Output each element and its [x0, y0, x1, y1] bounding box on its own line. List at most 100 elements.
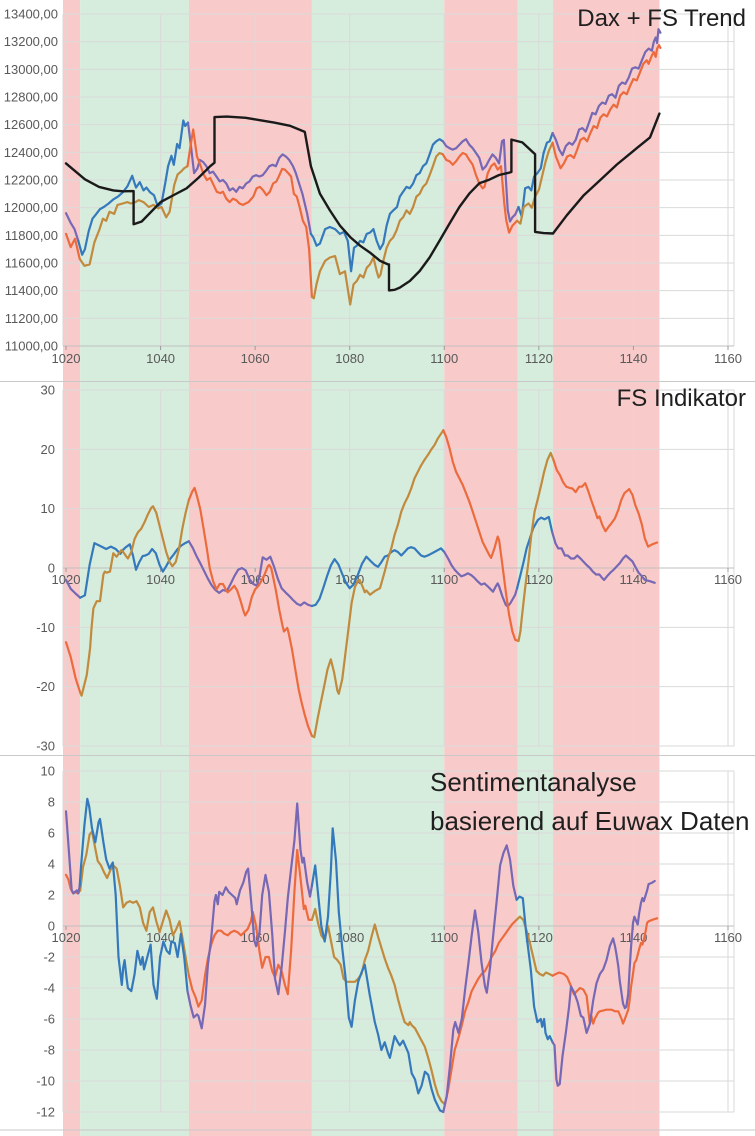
chart-fs-indikator: 1020 1040 1060 1080 1100 1120 1140 1160 30 20 10 0-… — [0, 381, 755, 755]
trend-zone-pink — [444, 0, 518, 381]
y-axis-label: 13200,00 — [4, 34, 58, 49]
series-fs-trend — [64, 112, 661, 292]
x-axis-label: 1060 — [241, 930, 270, 945]
trend-zone-green — [517, 755, 554, 1136]
series-fs-indikator-1 — [310, 429, 445, 739]
trend-zone-green — [80, 755, 189, 1136]
chart-title-fs-indikator: FS Indikator — [616, 385, 746, 412]
y-axis-label: 11200,00 — [5, 311, 58, 326]
trend-zone-pink — [63, 0, 81, 381]
trend-zone-pink — [63, 755, 81, 1136]
series-sentiment-2 — [443, 918, 518, 1106]
y-axis-label: 2 — [48, 888, 55, 903]
x-axis-label: 1040 — [146, 351, 175, 366]
series-sentiment-2 — [310, 907, 446, 1106]
x-axis-label: 1020 — [52, 930, 81, 945]
series-fs-indikator-1 — [442, 429, 520, 643]
x-axis-label: 1140 — [619, 351, 647, 366]
chart-title-dax-fs-trend: Dax + FS Trend — [577, 5, 746, 32]
y-axis-label: -2 — [43, 950, 55, 965]
series-fs-indikator-1 — [517, 451, 555, 643]
series-sentiment-1 — [64, 810, 81, 895]
x-axis-label: 1140 — [619, 930, 647, 945]
x-axis-label: 1160 — [714, 351, 742, 366]
x-axis-label: 1060 — [241, 351, 270, 366]
y-axis-label: 12800,00 — [4, 90, 58, 105]
y-axis-label: 0 — [48, 919, 55, 934]
y-axis-label: 12000,00 — [4, 200, 58, 215]
y-axis-label: 12600,00 — [4, 117, 58, 132]
series-dax-kurs — [186, 121, 312, 235]
series-dax-kurs — [309, 138, 444, 273]
x-axis-label: 1160 — [714, 930, 742, 945]
trend-zone-green — [311, 755, 445, 1136]
x-axis-label: 1100 — [430, 930, 458, 945]
series-dax-fs — [441, 151, 519, 234]
y-axis-label: 11000,00 — [5, 339, 58, 354]
series-dax-kurs — [77, 119, 190, 256]
y-axis-label: -30 — [36, 739, 55, 754]
series-fs-indikator-1 — [552, 458, 659, 548]
series-dax-kurs — [551, 28, 662, 157]
x-axis-label: 1080 — [335, 930, 364, 945]
series-dax-fs — [64, 232, 81, 260]
x-axis-label: 1020 — [52, 351, 81, 366]
series-dax-fs — [310, 151, 444, 306]
y-axis-label: 13400,00 — [4, 7, 58, 22]
y-axis-label: 20 — [41, 442, 55, 457]
trend-zone-pink — [188, 755, 312, 1136]
y-axis-label: -8 — [43, 1043, 55, 1058]
y-axis-label: 4 — [48, 857, 55, 872]
y-axis-label: -10 — [36, 1074, 55, 1089]
series-fs-indikator-1 — [79, 498, 190, 697]
series-dax-kurs — [441, 138, 520, 223]
trend-zone-pink — [444, 755, 518, 1136]
series-fs-indikator-1 — [64, 641, 82, 694]
series-sentiment-2 — [515, 915, 554, 977]
series-fs-indikator-2 — [64, 578, 82, 599]
series-sentiment-2 — [79, 830, 190, 977]
series-fs-indikator-1 — [187, 486, 313, 737]
y-axis-label: 12200,00 — [4, 173, 58, 188]
series-sentiment-1 — [78, 797, 189, 1000]
series-fs-indikator-2 — [79, 540, 190, 599]
series-sentiment-1 — [186, 802, 313, 1030]
trend-zone-pink — [188, 0, 312, 381]
chart-title-line-1: Sentimentanalyse — [430, 767, 637, 797]
y-axis-label: 13000,00 — [4, 62, 58, 77]
x-axis-label: 1040 — [146, 930, 175, 945]
y-axis-label: 10 — [41, 501, 55, 516]
y-axis-label: 6 — [48, 826, 55, 841]
x-axis-label: 1120 — [525, 351, 553, 366]
series-dax-kurs — [64, 212, 80, 242]
y-axis-label: -20 — [36, 679, 55, 694]
dax-fs-trend-plot: 1020 1040 1060 1080 1100 1120 1140 1160 13400,00… — [4, 0, 742, 381]
y-axis-label: 11600,00 — [5, 256, 58, 271]
trend-zone-pink — [553, 755, 660, 1136]
chart-title-sentimentanalyse: Sentimentanalyse basierend auf Euwax Dat… — [430, 763, 749, 841]
trend-zone-green — [311, 0, 445, 381]
sentimentanalyse-plot: 1020 1040 1060 1080 1100 1120 1140 1160 10 8 6 4 2 0 -… — [0, 755, 755, 1136]
series-dax-fs — [551, 43, 662, 170]
y-axis-label: 10 — [41, 764, 55, 779]
y-axis-label: -4 — [43, 981, 55, 996]
series-sentiment-1 — [551, 879, 656, 1087]
series-sentiment-1 — [310, 827, 445, 1114]
chart-title-line-2: basierend auf Euwax Daten — [430, 806, 750, 836]
y-axis-label: 12400,00 — [4, 145, 58, 160]
y-axis-label: 8 — [48, 795, 55, 810]
y-axis-label: -12 — [36, 1105, 55, 1120]
series-fs-indikator-2 — [550, 530, 656, 584]
chart-dax-fs-trend: 1020 1040 1060 1080 1100 1120 1140 1160 13400,00… — [0, 0, 755, 381]
series-fs-indikator-2 — [310, 546, 446, 608]
x-axis-label: 1080 — [335, 351, 364, 366]
y-axis-label: 0 — [48, 561, 55, 576]
x-axis-label: 1040 — [146, 572, 175, 587]
series-sentiment-1 — [515, 895, 554, 1044]
chart-sentimentanalyse: 1020 1040 1060 1080 1100 1120 1140 1160 10 8 6 4 2 0 -… — [0, 755, 755, 1136]
x-axis-label: 1100 — [430, 351, 458, 366]
x-axis-label: 1120 — [525, 572, 553, 587]
y-axis-label: 30 — [41, 383, 55, 398]
x-axis-label: 1100 — [430, 572, 458, 587]
